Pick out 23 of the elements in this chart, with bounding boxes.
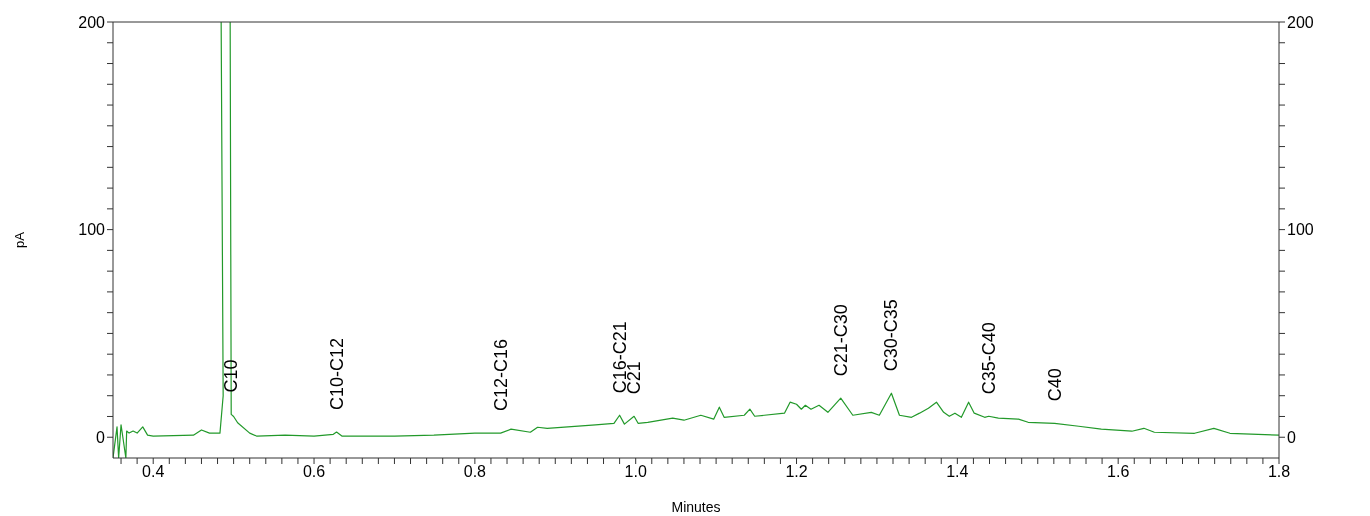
annotation: C30-C35 (881, 299, 902, 372)
x-tick-label: 1.6 (1107, 463, 1130, 481)
y-axis-title: pA (12, 231, 27, 248)
x-tick-label: 1.2 (785, 463, 808, 481)
x-tick-label: 1.4 (946, 463, 969, 481)
annotation: C12-C16 (490, 339, 511, 412)
y2-tick-label: 0 (1287, 428, 1296, 446)
annotation: C35-C40 (978, 322, 999, 395)
annotation: C10-C12 (326, 338, 347, 411)
y-tick-label: 200 (78, 13, 106, 31)
y-tick-label: 100 (78, 221, 106, 239)
y2-tick-label: 100 (1287, 221, 1314, 239)
x-tick-label: 0.8 (463, 463, 487, 481)
x-axis-title: Minutes (671, 499, 721, 515)
x-tick-label: 1.8 (1267, 463, 1291, 481)
annotation: C40 (1044, 368, 1065, 402)
annotation: C21-C30 (830, 304, 851, 377)
x-tick-label: 0.4 (142, 463, 165, 481)
y2-tick-label: 200 (1287, 13, 1314, 31)
x-tick-label: 0.6 (302, 463, 326, 481)
x-tick-label: 1.0 (624, 463, 647, 481)
y-tick-label: 0 (96, 428, 106, 446)
annotation: C10 (221, 359, 242, 393)
